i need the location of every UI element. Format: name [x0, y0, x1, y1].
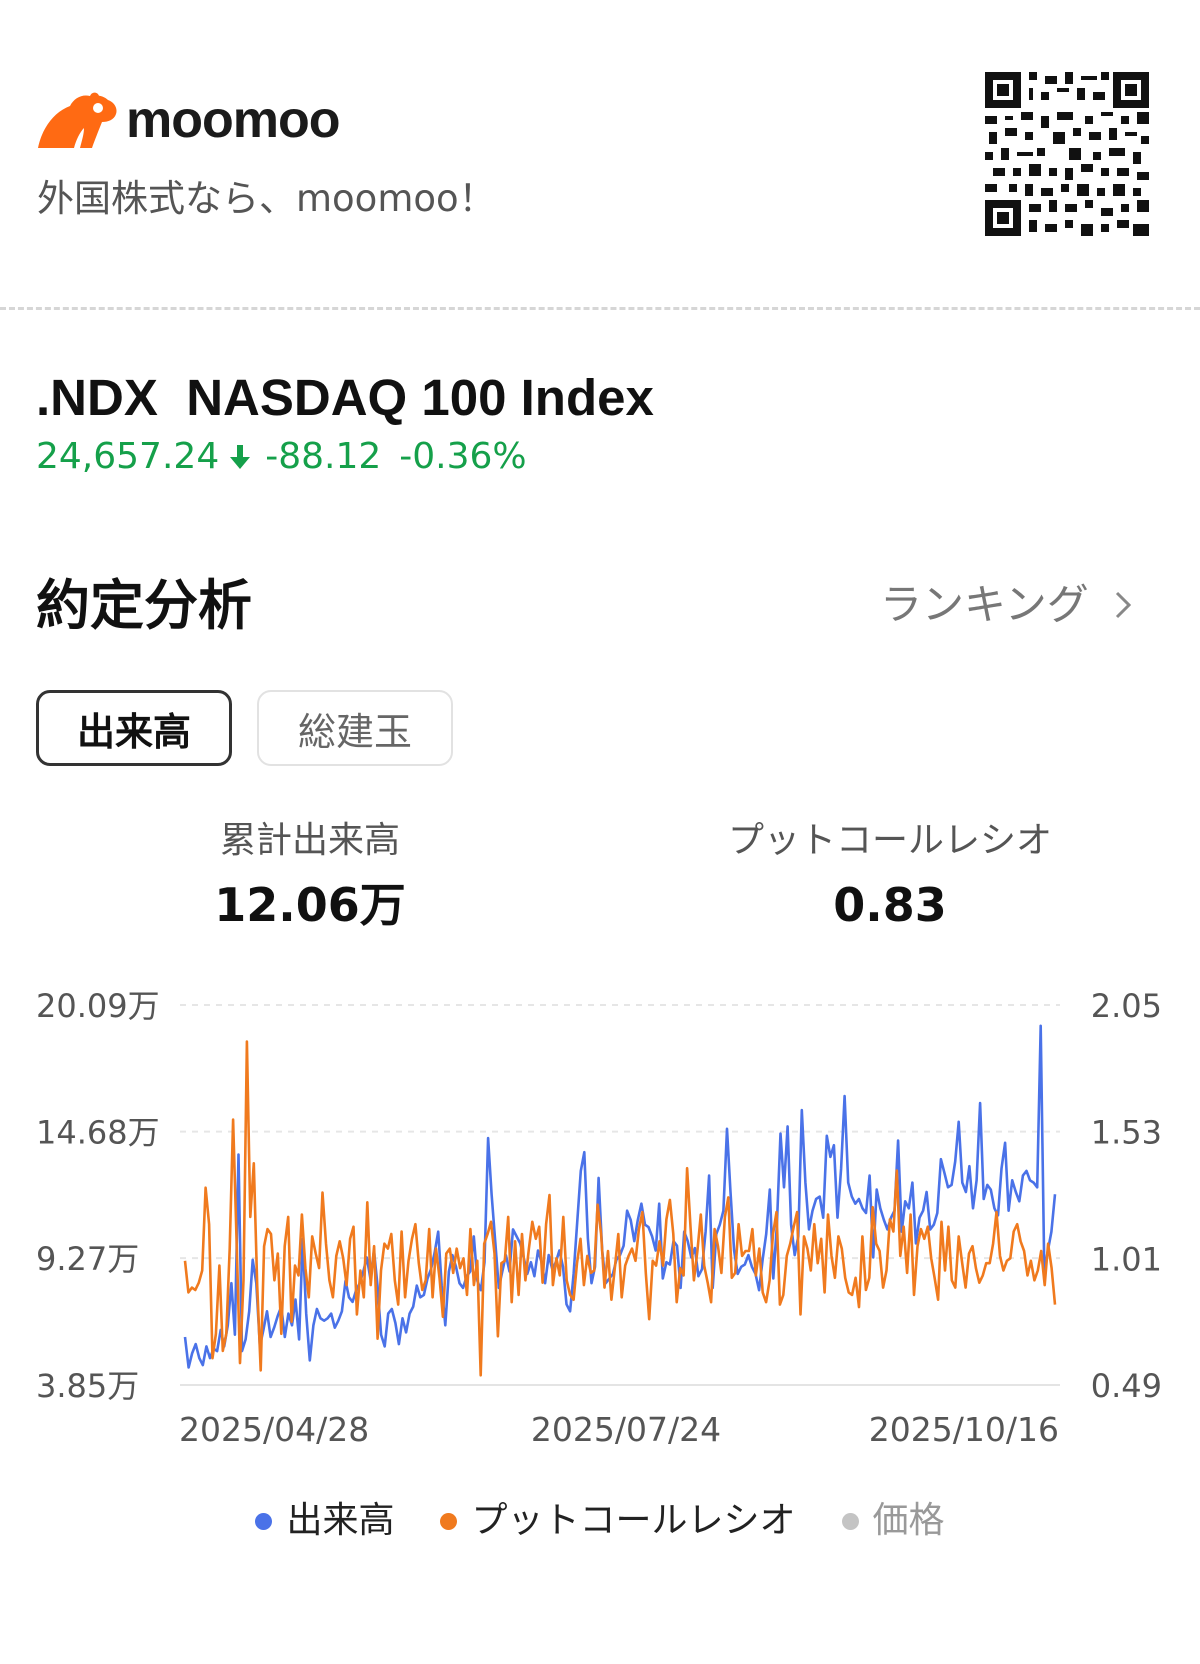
x-tick-label: 2025/04/28: [179, 1410, 369, 1449]
ranking-link[interactable]: ランキング: [880, 578, 1133, 632]
put-call-ratio-series-line: [183, 1040, 1057, 1377]
legend-label: 価格: [872, 1500, 945, 1541]
y-tick-label-left: 3.85万: [36, 1367, 139, 1405]
y-tick-label-right: 1.53: [1091, 1114, 1162, 1152]
qr-code-icon: [985, 72, 1149, 236]
stock-name: NASDAQ 100 Index: [186, 369, 654, 426]
put-call-ratio-label: プットコールレシオ: [727, 820, 1052, 861]
legend-label: プットコールレシオ: [471, 1500, 796, 1541]
tab-open-interest[interactable]: 総建玉: [257, 690, 453, 766]
x-tick-label: 2025/07/24: [531, 1410, 721, 1449]
y-tick-label-left: 9.27万: [36, 1240, 139, 1278]
y-tick-label-right: 0.49: [1091, 1367, 1162, 1405]
section-title: 約定分析: [36, 574, 252, 637]
y-axis-right: 2.05 1.53 1.01 0.49: [1091, 987, 1162, 1405]
legend-dot: [841, 1512, 859, 1530]
x-tick-label: 2025/10/16: [869, 1410, 1059, 1449]
put-call-ratio-value: 0.83: [833, 878, 947, 932]
x-axis: 2025/04/28 2025/07/24 2025/10/16: [179, 1410, 1059, 1449]
series: [183, 1024, 1057, 1377]
y-tick-label-left: 20.09万: [36, 987, 160, 1025]
legend-item-price[interactable]: 価格: [841, 1498, 945, 1544]
moomoo-logo-icon: [38, 92, 117, 148]
tagline: 外国株式なら、moomoo！: [37, 177, 496, 220]
legend-item-put-call-ratio[interactable]: プットコールレシオ: [440, 1498, 796, 1544]
y-tick-label-right: 1.01: [1091, 1240, 1162, 1278]
section-divider: [0, 307, 1200, 310]
tab-volume[interactable]: 出来高: [36, 690, 232, 766]
quote-row: 24,657.24 -88.12 -0.36%: [36, 434, 527, 480]
y-tick-label-left: 14.68万: [36, 1114, 160, 1152]
cumulative-volume-value: 12.06万: [214, 878, 406, 932]
stock-symbol: .NDX: [36, 369, 158, 426]
stock-title: .NDX NASDAQ 100 Index: [36, 368, 654, 428]
legend-dot: [255, 1512, 273, 1530]
arrow-down-icon: [230, 445, 251, 469]
legend-dot: [440, 1512, 458, 1530]
stock-change: -88.12: [265, 436, 382, 477]
y-tick-label-right: 2.05: [1091, 987, 1162, 1025]
cumulative-volume-label: 累計出来高: [219, 820, 400, 861]
brand-name: moomoo: [126, 91, 341, 149]
ranking-label: ランキング: [880, 580, 1089, 629]
chevron-right-icon: [1115, 591, 1131, 619]
legend-item-volume[interactable]: 出来高: [255, 1498, 394, 1544]
stock-price: 24,657.24: [36, 436, 220, 477]
stock-change-pct: -0.36%: [399, 436, 527, 477]
volume-series-line: [183, 1024, 1057, 1369]
chart-legend: 出来高 プットコールレシオ 価格: [0, 1498, 1200, 1544]
y-axis-left: 20.09万 14.68万 9.27万 3.85万: [36, 987, 160, 1405]
legend-label: 出来高: [286, 1500, 395, 1541]
